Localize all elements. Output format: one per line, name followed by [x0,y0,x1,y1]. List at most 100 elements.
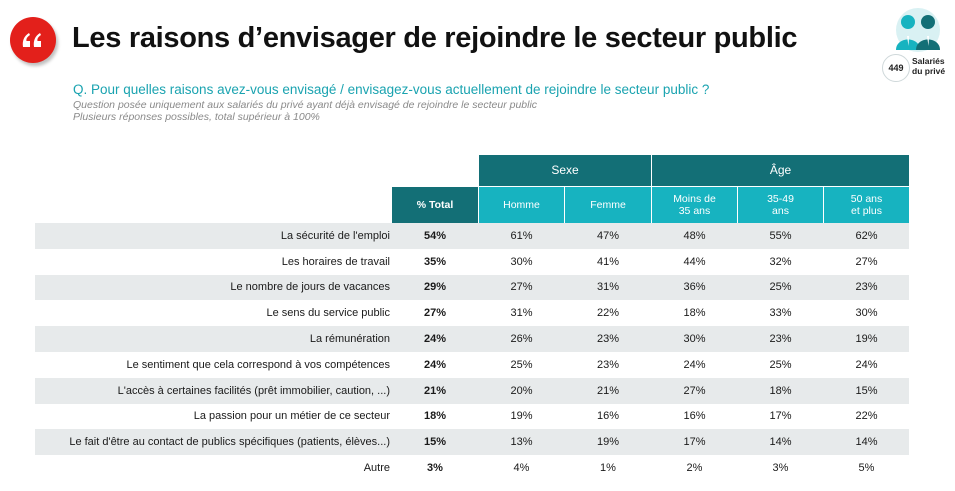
cell-value: 26% [510,333,533,346]
cell-value: 4% [513,462,530,475]
table-row: La passion pour un métier de ce secteur 1… [35,404,909,430]
cell-value: 36% [683,281,706,294]
cell-total: 29% [423,281,447,294]
cell-value: 62% [855,229,878,242]
col-homme: Homme [479,187,564,223]
cell-value: 21% [596,384,620,397]
cell-value: 48% [683,229,706,242]
cell-value: 16% [683,410,706,423]
table-row: Autre 3% 4% 1% 2% 3% 5% [35,455,909,481]
cell-total: 54% [423,229,447,242]
cell-value: 14% [769,436,792,449]
table-row: La rémunération 24% 26% 23% 30% 23% 19% [35,326,909,352]
cell-value: 27% [683,384,706,397]
table-row: La sécurité de l'emploi 54% 61% 47% 48% 55% 62… [35,223,909,249]
cell-value: 23% [855,281,878,294]
cell-total: 35% [423,255,447,268]
table-row: L'accès à certaines facilités (prêt immo… [35,377,909,404]
cell-value: 15% [855,384,878,397]
cell-value: 22% [596,307,620,320]
cell-total: 15% [423,436,447,449]
cell-value: 44% [683,255,706,268]
row-label: Le sentiment que cela correspond à vos c… [126,358,390,371]
table-column-header: % Total Homme Femme Moins de 35 ans 35-49… [35,187,909,223]
page-title: Les raisons d’envisager de rejoindre le … [72,22,798,54]
table-row: Le nombre de jours de vacances 29% 27% 31% 3… [35,274,909,301]
cell-total: 18% [423,410,447,423]
row-label: Le nombre de jours de vacances [230,281,390,294]
cell-total: 24% [423,333,447,346]
quote-logo-icon [10,17,56,63]
cell-value: 30% [855,307,878,320]
cell-value: 30% [510,255,533,268]
table-row: Le sens du service public 27% 31% 22% 18% 33%… [35,300,909,326]
cell-value: 32% [769,255,792,268]
cell-value: 23% [596,358,620,371]
results-table: Sexe Âge % Total Homme Femme Moins de 35 … [35,155,909,481]
cell-value: 23% [769,333,792,346]
table-body: La sécurité de l'emploi 54% 61% 47% 48% 55% 62… [35,223,909,481]
cell-value: 61% [510,229,533,242]
cell-value: 20% [510,384,533,397]
col-total: % Total [392,187,478,223]
cell-value: 18% [769,384,792,397]
cell-value: 27% [510,281,533,294]
table-row: Le sentiment que cela correspond à vos c… [35,352,909,378]
question-note-1: Question posée uniquement aux salariés d… [73,99,538,111]
row-label: L'accès à certaines facilités (prêt immo… [117,384,390,397]
cell-total: 21% [423,384,447,397]
cell-total: 24% [423,358,447,371]
employees-icon [896,8,940,52]
cell-value: 17% [769,410,792,423]
col-age-35-49: 35-49 ans [738,187,823,223]
table-row: Le fait d'être au contact de publics spé… [35,429,909,456]
cell-value: 17% [683,436,706,449]
cell-value: 2% [686,462,703,475]
row-label: Le sens du service public [266,307,390,320]
cell-value: 19% [596,436,620,449]
row-label: La sécurité de l'emploi [280,229,390,242]
row-label: Autre [363,462,390,475]
col-femme: Femme [565,187,651,223]
col-age-under-35: Moins de 35 ans [652,187,737,223]
col-age-50-plus: 50 ans et plus [824,187,909,223]
cell-value: 47% [596,229,620,242]
row-label: La passion pour un métier de ce secteur [193,410,390,423]
cell-value: 25% [769,281,792,294]
cell-value: 3% [772,462,789,475]
cell-value: 27% [855,255,878,268]
cell-value: 14% [855,436,878,449]
group-sexe: Sexe [479,155,651,186]
cell-value: 25% [769,358,792,371]
cell-value: 18% [683,307,706,320]
cell-value: 19% [855,333,878,346]
cell-value: 13% [510,436,533,449]
cell-value: 16% [596,410,620,423]
question-note-2: Plusieurs réponses possibles, total supé… [73,111,320,123]
cell-total: 3% [427,462,443,475]
row-label: Le fait d'être au contact de publics spé… [69,436,390,449]
group-age: Âge [652,155,909,186]
sample-count: 449 [882,54,910,82]
cell-value: 31% [510,307,533,320]
cell-value: 22% [855,410,878,423]
cell-value: 24% [855,358,878,371]
sample-badge: 449 Salariés du privé [882,6,950,82]
cell-value: 5% [858,462,875,475]
cell-total: 27% [423,307,447,320]
cell-value: 33% [769,307,792,320]
cell-value: 23% [596,333,620,346]
sample-caption: Salariés du privé [912,56,946,76]
row-label: Les horaires de travail [281,255,390,268]
cell-value: 55% [769,229,792,242]
cell-value: 19% [510,410,533,423]
cell-value: 25% [510,358,533,371]
cell-value: 31% [596,281,620,294]
table-group-header: Sexe Âge [35,155,909,187]
cell-value: 30% [683,333,706,346]
row-label: La rémunération [309,333,390,346]
cell-value: 41% [596,255,620,268]
question-text: Q. Pour quelles raisons avez-vous envisa… [73,82,710,97]
cell-value: 24% [683,358,706,371]
cell-value: 1% [600,462,616,475]
